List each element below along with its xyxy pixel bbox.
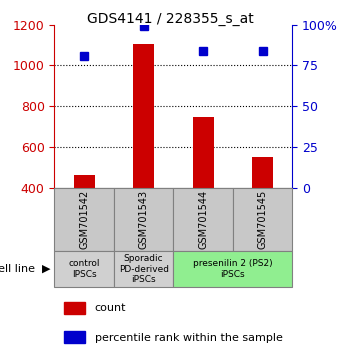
Bar <box>54 251 114 287</box>
Text: control
IPSCs: control IPSCs <box>68 259 100 279</box>
Text: GSM701545: GSM701545 <box>258 190 268 249</box>
Bar <box>252 157 273 188</box>
Bar <box>233 188 292 251</box>
Text: percentile rank within the sample: percentile rank within the sample <box>95 333 283 343</box>
Text: GSM701544: GSM701544 <box>198 190 208 249</box>
Bar <box>74 176 95 188</box>
Bar <box>54 188 114 251</box>
Text: GDS4141 / 228355_s_at: GDS4141 / 228355_s_at <box>87 12 253 27</box>
Bar <box>193 118 214 188</box>
Text: cell line  ▶: cell line ▶ <box>0 264 51 274</box>
Text: GSM701543: GSM701543 <box>139 190 149 249</box>
Bar <box>114 251 173 287</box>
Text: presenilin 2 (PS2)
iPSCs: presenilin 2 (PS2) iPSCs <box>193 259 273 279</box>
Bar <box>173 251 292 287</box>
Bar <box>173 188 233 251</box>
Text: count: count <box>95 303 126 313</box>
Bar <box>133 44 154 188</box>
Text: Sporadic
PD-derived
iPSCs: Sporadic PD-derived iPSCs <box>119 254 169 284</box>
Bar <box>114 188 173 251</box>
Bar <box>64 302 85 314</box>
Text: GSM701542: GSM701542 <box>79 190 89 249</box>
Bar <box>64 331 85 343</box>
